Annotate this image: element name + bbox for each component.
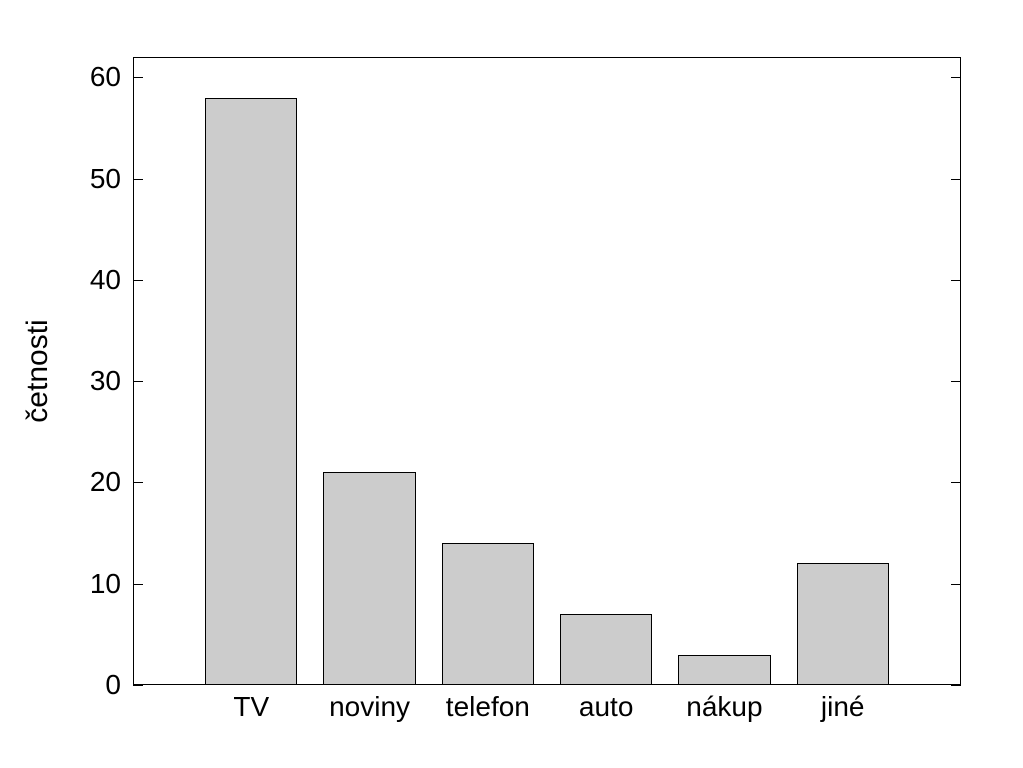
x-tick-label: noviny	[329, 691, 410, 723]
y-tick-mark	[133, 482, 143, 483]
x-tick-label: jiné	[821, 691, 865, 723]
y-tick-label: 0	[73, 669, 121, 701]
y-tick-label: 40	[73, 264, 121, 296]
y-tick-mark	[951, 482, 961, 483]
y-tick-label: 60	[73, 61, 121, 93]
y-tick-mark	[951, 381, 961, 382]
y-tick-label: 30	[73, 365, 121, 397]
y-tick-mark	[951, 584, 961, 585]
bar	[323, 472, 415, 685]
y-tick-label: 10	[73, 568, 121, 600]
x-tick-label: TV	[233, 691, 269, 723]
y-tick-mark	[951, 77, 961, 78]
y-tick-mark	[133, 584, 143, 585]
y-tick-label: 20	[73, 466, 121, 498]
x-tick-label: nákup	[686, 691, 762, 723]
bar	[560, 614, 652, 685]
x-tick-label: telefon	[446, 691, 530, 723]
bar	[442, 543, 534, 685]
bar	[678, 655, 770, 685]
bar	[797, 563, 889, 685]
y-tick-mark	[133, 685, 143, 686]
y-tick-mark	[951, 280, 961, 281]
y-tick-mark	[133, 280, 143, 281]
y-tick-mark	[133, 179, 143, 180]
bar	[205, 98, 297, 685]
chart-container: četnosti 0 10 20 30 40 50 60 TV noviny telefon aut…	[0, 0, 1023, 768]
y-tick-label: 50	[73, 163, 121, 195]
y-tick-mark	[133, 381, 143, 382]
x-tick-label: auto	[579, 691, 634, 723]
y-tick-mark	[133, 77, 143, 78]
y-tick-mark	[951, 179, 961, 180]
y-tick-mark	[951, 685, 961, 686]
y-axis-label: četnosti	[21, 319, 55, 422]
